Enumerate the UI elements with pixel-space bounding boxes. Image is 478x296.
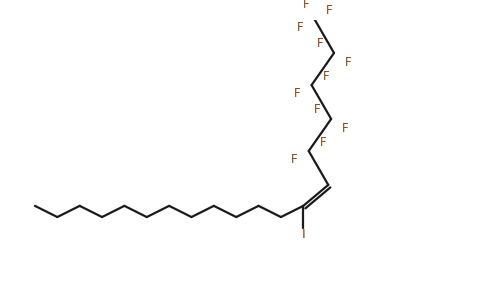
Text: F: F [297,21,303,34]
Text: F: F [317,37,324,50]
Text: I: I [302,228,305,241]
Text: F: F [326,4,332,17]
Text: F: F [342,122,348,135]
Text: F: F [294,87,300,100]
Text: F: F [291,153,297,166]
Text: F: F [320,136,326,149]
Text: F: F [345,56,351,69]
Text: F: F [323,70,329,83]
Text: F: F [303,0,309,11]
Text: F: F [314,103,321,116]
